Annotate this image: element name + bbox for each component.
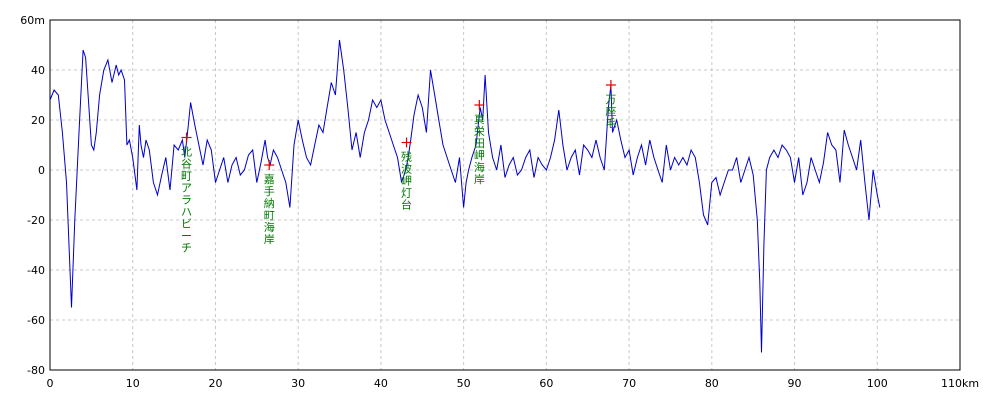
y-axis: 60m 40 20 0 -20 -40 -60 -80 — [20, 14, 45, 377]
x-tick-label: 70 — [622, 377, 636, 390]
y-tick-label: 0 — [38, 164, 45, 177]
landmark: 真栄田岬海岸 — [474, 100, 485, 186]
x-tick-label: 60 — [539, 377, 553, 390]
x-axis: 0 10 20 30 40 50 60 70 80 90 100 110km — [47, 377, 980, 390]
x-tick-label: 20 — [208, 377, 222, 390]
landmark-label: 万座毛 — [605, 93, 616, 130]
landmark-label: 残波岬灯台 — [401, 150, 412, 212]
x-tick-label: 110km — [941, 377, 979, 390]
y-tick-label: 40 — [31, 64, 45, 77]
y-tick-label: -20 — [27, 214, 45, 227]
landmark: 北谷町アラハビーチ — [181, 132, 192, 255]
landmark: 残波岬灯台 — [401, 137, 412, 212]
y-tick-label: 60m — [20, 14, 45, 27]
x-tick-label: 10 — [126, 377, 140, 390]
x-tick-label: 100 — [867, 377, 888, 390]
landmark-label: 真栄田岬海岸 — [474, 112, 485, 186]
x-tick-label: 80 — [705, 377, 719, 390]
landmark: 万座毛 — [605, 80, 616, 130]
x-tick-label: 50 — [457, 377, 471, 390]
x-tick-label: 40 — [374, 377, 388, 390]
x-tick-label: 90 — [788, 377, 802, 390]
y-tick-label: -40 — [27, 264, 45, 277]
y-tick-label: -60 — [27, 314, 45, 327]
landmark: 嘉手納町海岸 — [264, 160, 275, 246]
y-tick-label: 20 — [31, 114, 45, 127]
landmark-markers: 北谷町アラハビーチ 嘉手納町海岸 残波岬灯台 真栄田岬海岸 万座毛 — [181, 80, 616, 255]
plot-frame — [49, 19, 961, 371]
x-tick-label: 0 — [47, 377, 54, 390]
landmark-label: 北谷町アラハビーチ — [181, 146, 192, 255]
y-tick-label: -80 — [27, 364, 45, 377]
elevation-series-line — [49, 39, 881, 353]
landmark-label: 嘉手納町海岸 — [264, 172, 275, 246]
x-tick-label: 30 — [291, 377, 305, 390]
